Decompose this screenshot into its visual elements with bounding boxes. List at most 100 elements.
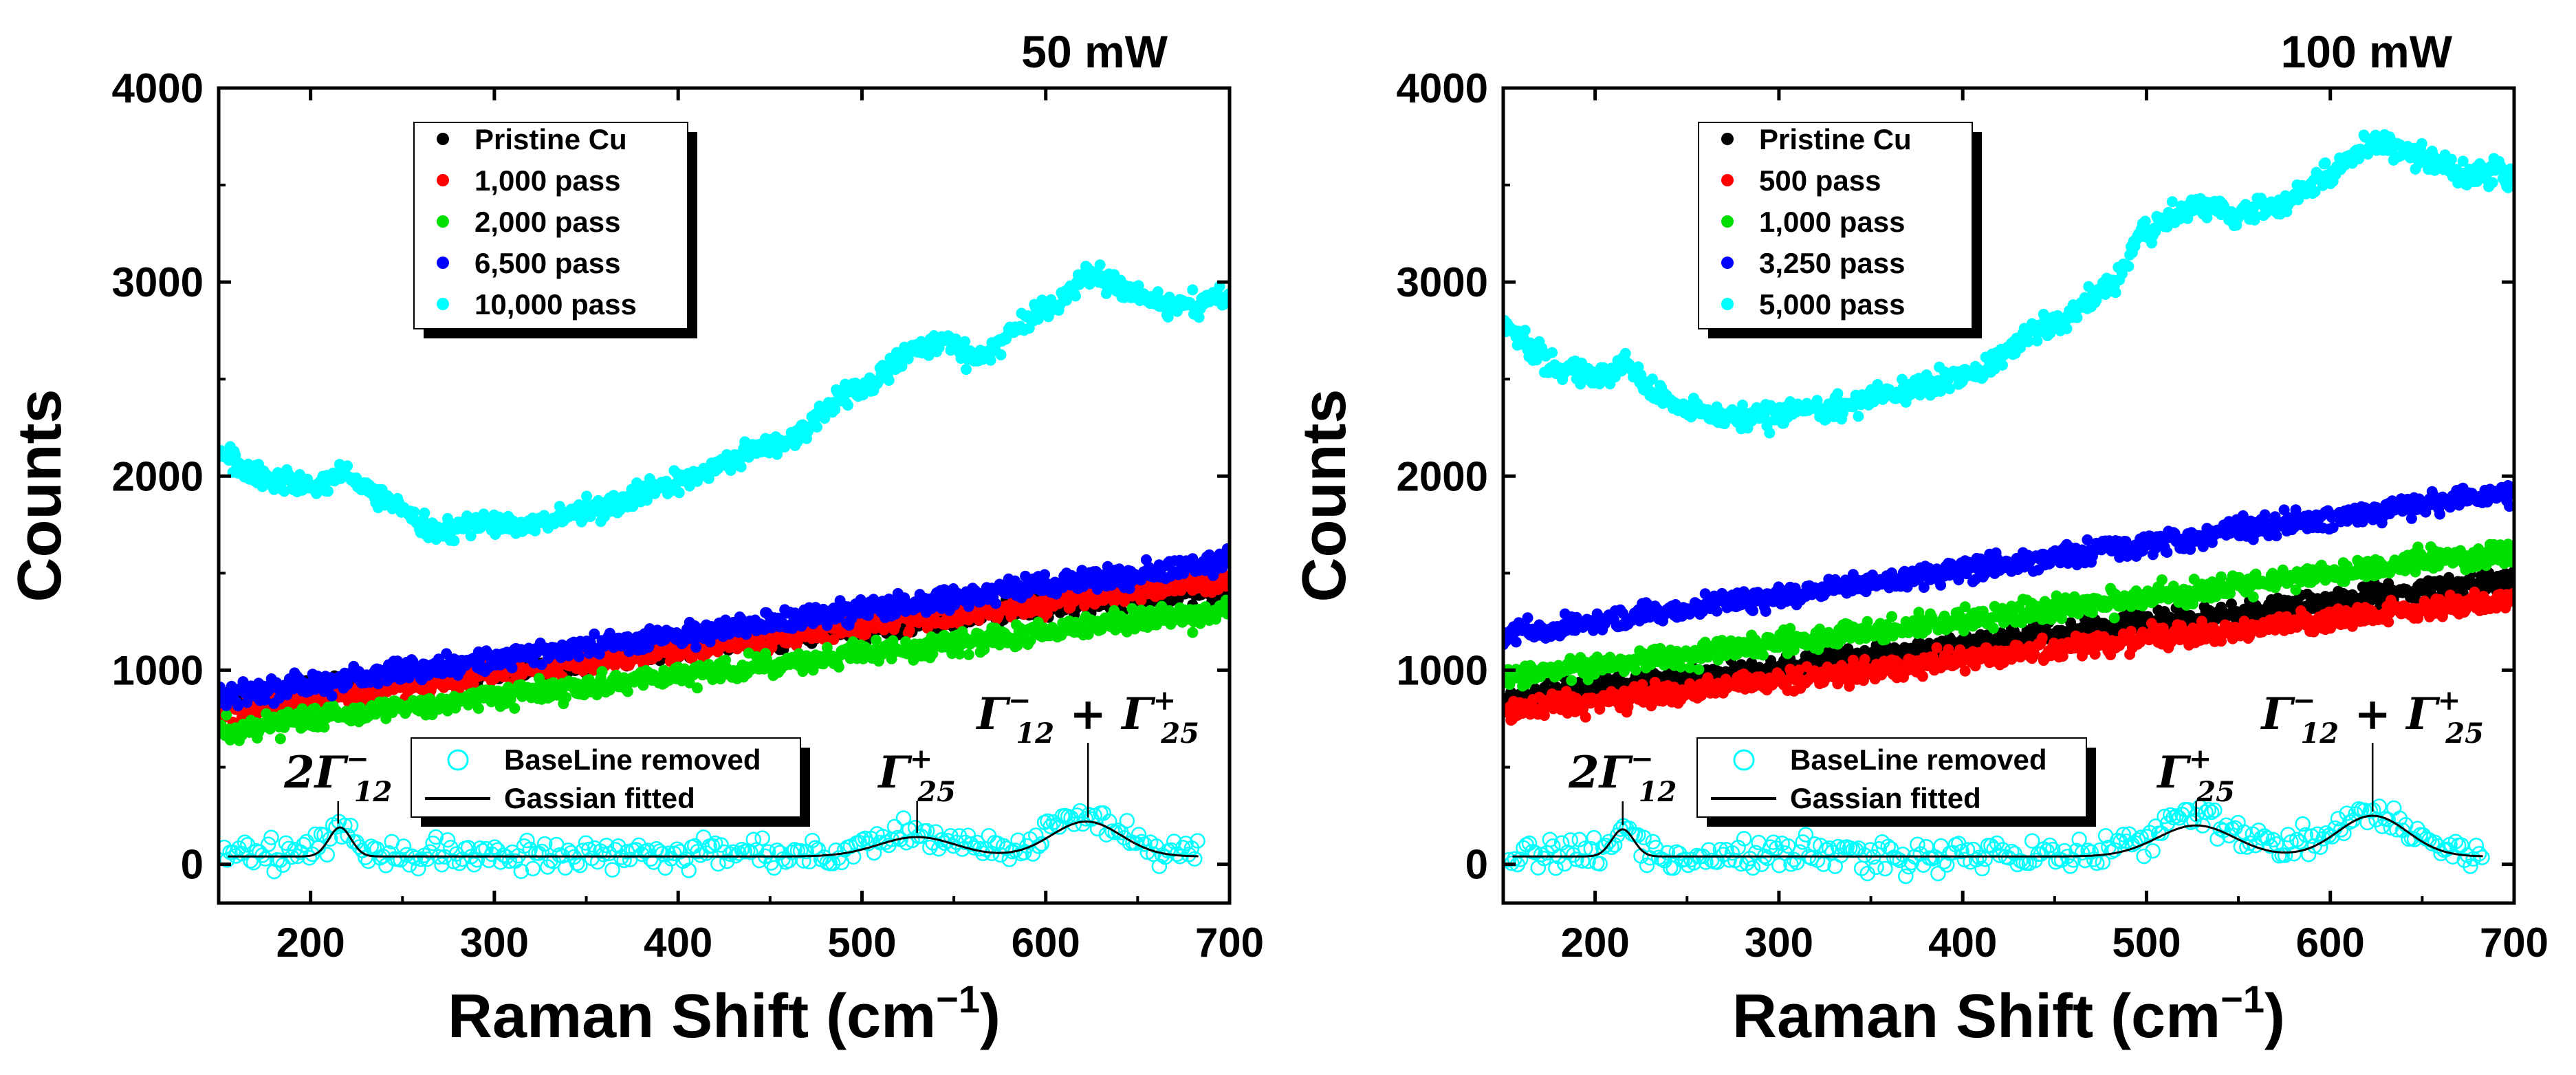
data-point	[275, 857, 291, 873]
annotation-sup: +	[910, 743, 933, 775]
data-point	[792, 843, 809, 859]
legend-marker	[437, 174, 449, 186]
data-point	[260, 836, 276, 852]
data-point	[598, 837, 615, 854]
data-point	[957, 834, 973, 851]
x-axis-label-close: )	[980, 982, 1001, 1051]
series-6-500-pass	[219, 543, 1230, 712]
data-point	[506, 662, 518, 673]
x-tick-label: 400	[644, 920, 712, 966]
data-point	[572, 857, 588, 873]
data-point	[419, 851, 435, 867]
data-point	[725, 844, 741, 860]
data-point	[681, 862, 697, 878]
data-point	[323, 486, 334, 497]
y-tick-label: 0	[181, 842, 204, 888]
annotation-sub: 12	[354, 776, 393, 808]
data-point	[560, 692, 572, 703]
data-point	[263, 829, 279, 845]
legend-marker	[437, 133, 449, 145]
data-point	[319, 847, 335, 863]
x-axis-label-text: Raman Shift (cm	[448, 982, 936, 1051]
data-point	[1842, 643, 1854, 655]
fit-legend-marker	[447, 749, 469, 771]
data-point	[760, 844, 776, 860]
legend-label: Pristine Cu	[474, 123, 627, 155]
data-point	[513, 863, 530, 880]
x-tick-label: 300	[460, 920, 529, 966]
data-point	[466, 856, 482, 873]
legend-label: 6,500 pass	[474, 247, 621, 279]
data-point	[1220, 594, 1230, 606]
data-point	[1146, 846, 1161, 862]
data-point	[519, 832, 535, 849]
annotation-sub: 25	[917, 776, 956, 808]
data-point	[1186, 851, 1203, 867]
data-point	[428, 829, 444, 845]
data-point	[589, 628, 600, 640]
data-point	[536, 836, 553, 852]
data-point	[954, 648, 965, 660]
data-point	[1078, 811, 1094, 827]
data-point	[1193, 312, 1205, 323]
data-point	[419, 507, 430, 519]
data-point	[1041, 608, 1053, 620]
data-point	[616, 852, 632, 869]
fit-legend-box	[411, 737, 801, 818]
y-tick-label: 4000	[112, 65, 204, 111]
data-point	[963, 649, 974, 660]
data-point	[886, 818, 903, 835]
data-point	[581, 490, 593, 502]
legend-marker	[437, 257, 449, 269]
annotation-text: + Γ	[1054, 688, 1156, 740]
data-point	[862, 609, 874, 621]
annotation-sub: 25	[1160, 717, 1199, 750]
data-point	[619, 844, 635, 860]
data-point	[651, 843, 668, 860]
y-tick-label: 3000	[112, 259, 204, 305]
data-point	[342, 817, 359, 834]
data-point	[801, 854, 818, 870]
data-point	[465, 530, 477, 542]
data-point	[828, 633, 840, 645]
data-point	[596, 666, 608, 677]
data-point	[1190, 833, 1205, 849]
annotation-text: Γ	[877, 747, 913, 799]
data-point	[274, 733, 286, 745]
data-point	[1107, 825, 1124, 840]
data-point	[1094, 259, 1106, 271]
data-point	[1043, 818, 1058, 834]
x-axis-label: Raman Shift (cm−1)	[448, 977, 1001, 1051]
data-point	[1119, 813, 1135, 829]
plot-frame	[217, 86, 1232, 905]
data-point	[501, 853, 518, 869]
legend-box	[413, 122, 688, 329]
data-point	[301, 850, 318, 866]
annotation-text: Γ	[975, 688, 1011, 740]
data-point	[720, 654, 732, 666]
data-point	[819, 632, 831, 644]
data-point	[930, 840, 947, 857]
data-point	[754, 830, 770, 846]
data-point	[784, 845, 800, 860]
data-point	[1070, 290, 1081, 302]
data-point	[899, 592, 910, 604]
data-point	[995, 349, 1007, 360]
data-point	[811, 421, 822, 433]
data-point	[922, 839, 938, 856]
data-point	[408, 506, 420, 518]
data-point	[1039, 569, 1051, 580]
data-point	[221, 709, 232, 721]
series-10-000-pass	[219, 259, 1230, 547]
series-2-000-pass	[219, 594, 1230, 746]
data-point	[395, 838, 412, 854]
data-point	[509, 702, 521, 714]
data-point	[855, 594, 866, 605]
fit-legend-label: Gassian fitted	[504, 782, 695, 814]
data-point	[472, 703, 484, 714]
data-point	[434, 856, 450, 873]
annotation-sup: +	[1153, 684, 1177, 717]
data-point	[990, 598, 1001, 609]
